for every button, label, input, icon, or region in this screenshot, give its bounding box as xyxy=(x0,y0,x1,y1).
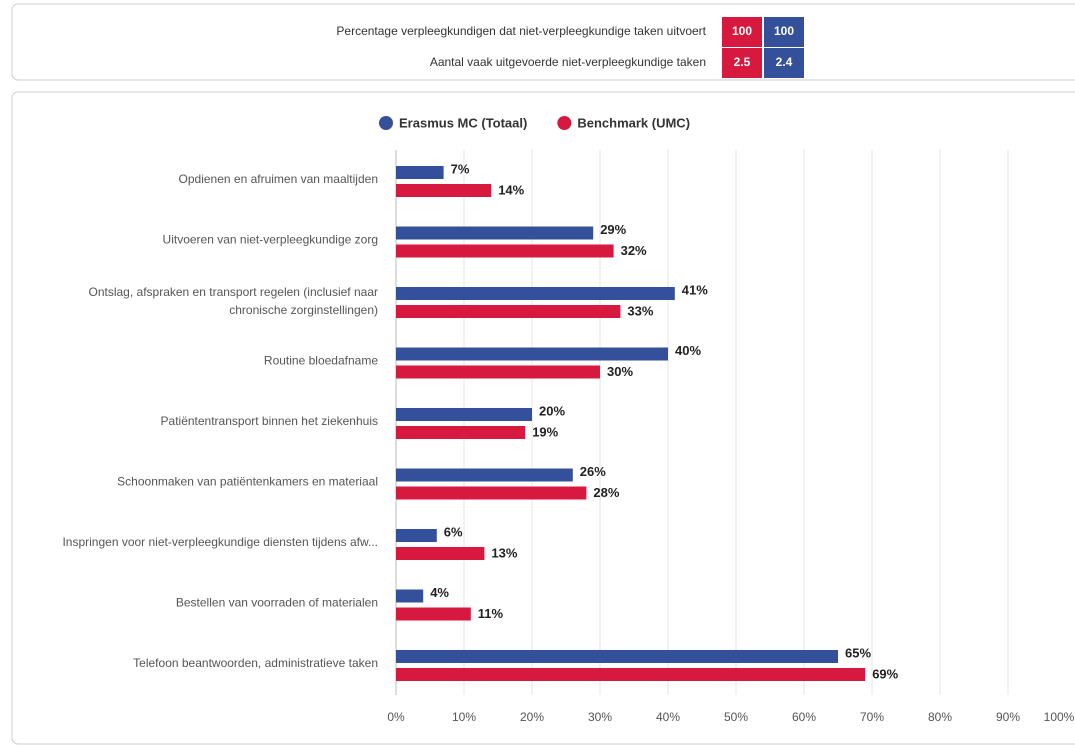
summary-label: Aantal vaak uitgevoerde niet-verpleegkun… xyxy=(430,55,706,69)
bar xyxy=(396,468,573,482)
bar-value-label: 6% xyxy=(444,524,463,539)
category-label: Opdienen en afruimen van maaltijden xyxy=(179,172,378,186)
bar xyxy=(396,166,444,179)
bar-value-label: 13% xyxy=(491,545,517,560)
bar-value-label: 41% xyxy=(682,282,708,297)
bar-value-label: 20% xyxy=(539,403,565,418)
bar-value-label: 4% xyxy=(430,585,449,600)
bar-value-label: 40% xyxy=(675,343,701,358)
legend-marker xyxy=(557,116,572,130)
x-tick-label: 80% xyxy=(928,710,952,724)
bar-value-label: 28% xyxy=(593,485,619,500)
bar xyxy=(396,244,614,258)
x-tick-label: 20% xyxy=(520,710,544,724)
bar-value-label: 30% xyxy=(607,364,633,379)
chart-panel xyxy=(11,91,1075,745)
category-label: Ontslag, afspraken en transport regelen … xyxy=(89,285,379,299)
bar xyxy=(396,529,437,542)
legend-marker xyxy=(379,116,393,130)
x-tick-label: 30% xyxy=(588,710,612,724)
bar-value-label: 33% xyxy=(627,303,653,318)
category-label: Uitvoeren van niet-verpleegkundige zorg xyxy=(163,233,378,247)
x-tick-label: 50% xyxy=(724,710,748,724)
category-label: Inspringen voor niet-verpleegkundige die… xyxy=(62,535,378,549)
bar xyxy=(396,184,492,197)
bar xyxy=(396,305,621,318)
bar-value-label: 7% xyxy=(451,161,470,176)
summary-cell xyxy=(764,17,804,47)
legend-label: Erasmus MC (Totaal) xyxy=(399,115,527,130)
x-tick-label: 100% xyxy=(1044,710,1075,724)
bar-value-label: 26% xyxy=(580,464,606,479)
category-label: Schoonmaken van patiëntenkamers en mater… xyxy=(117,475,378,489)
bar xyxy=(396,226,594,240)
bar-value-label: 65% xyxy=(845,645,871,660)
bar-value-label: 29% xyxy=(600,222,626,237)
bar-value-label: 19% xyxy=(532,424,558,439)
bar-value-label: 11% xyxy=(478,606,504,621)
summary-value: 100 xyxy=(774,24,794,38)
bar xyxy=(396,347,668,361)
x-tick-label: 60% xyxy=(792,710,816,724)
legend-label: Benchmark (UMC) xyxy=(577,115,690,130)
summary-value: 2.5 xyxy=(734,55,751,69)
bar xyxy=(396,287,675,300)
bar-value-label: 32% xyxy=(621,243,647,258)
bar xyxy=(396,426,526,439)
x-tick-label: 70% xyxy=(860,710,884,724)
summary-cell xyxy=(764,48,804,78)
x-tick-label: 40% xyxy=(656,710,680,724)
summary-panel xyxy=(11,3,1075,81)
bar xyxy=(396,668,866,681)
bar xyxy=(396,365,600,379)
bar xyxy=(396,607,471,621)
category-label: chronische zorginstellingen) xyxy=(229,303,378,317)
x-tick-label: 10% xyxy=(452,710,476,724)
bar xyxy=(396,589,424,603)
bar-value-label: 69% xyxy=(872,666,898,681)
summary-cell xyxy=(722,17,762,47)
category-label: Patiëntentransport binnen het ziekenhuis xyxy=(161,414,378,428)
bar xyxy=(396,650,838,663)
category-label: Routine bloedafname xyxy=(264,354,378,368)
bar xyxy=(396,408,532,421)
bar xyxy=(396,486,587,500)
summary-cell xyxy=(722,48,762,78)
bar-value-label: 14% xyxy=(498,182,524,197)
bar xyxy=(396,547,485,560)
summary-label: Percentage verpleegkundigen dat niet-ver… xyxy=(336,24,706,38)
category-label: Bestellen van voorraden of materialen xyxy=(176,596,378,610)
category-label: Telefoon beantwoorden, administratieve t… xyxy=(133,656,378,670)
x-tick-label: 90% xyxy=(996,710,1020,724)
summary-value: 2.4 xyxy=(776,55,793,69)
x-tick-label: 0% xyxy=(387,710,405,724)
summary-value: 100 xyxy=(732,24,752,38)
